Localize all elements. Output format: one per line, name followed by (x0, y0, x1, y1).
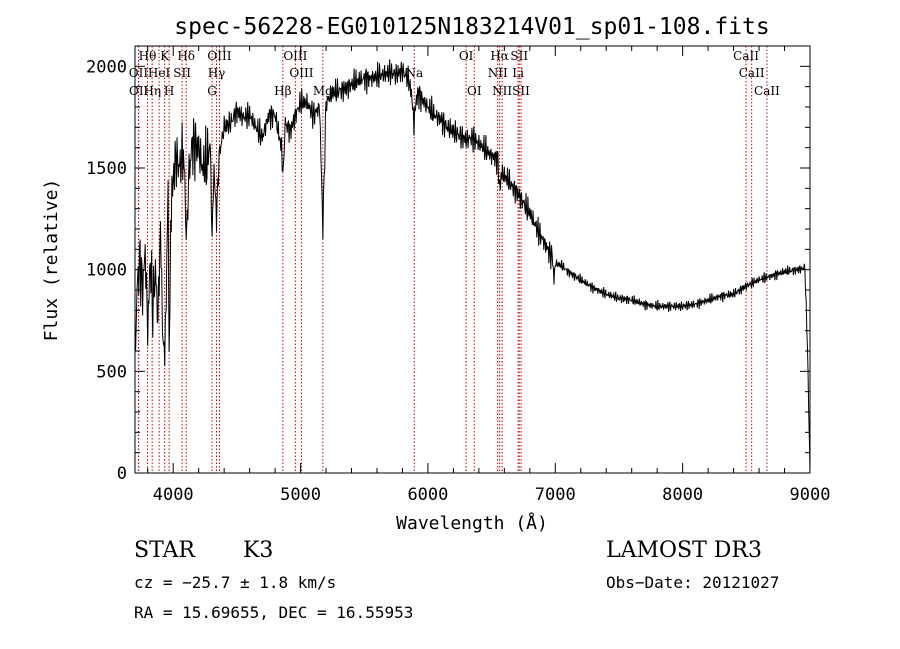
spectral-line-label-low-8: SII (512, 84, 530, 98)
spectral-line-label-top-2: Hδ (177, 49, 195, 63)
axis-ticks: 4000 5000 6000 7000 8000 9000 0 500 1000 1500 2000 (86, 46, 830, 505)
spectral-line-label-top-3: OIII (207, 49, 231, 63)
spectral-line-label-mid-3: Hγ (208, 66, 226, 80)
spectral-line-label-top-4: OIII (283, 49, 307, 63)
redshift-cz: cz = −25.7 ± 1.8 km/s (134, 573, 337, 592)
x-tick-label-3: 7000 (535, 485, 576, 505)
spectral-lines (137, 46, 768, 473)
x-tick-label-2: 6000 (407, 485, 448, 505)
spectral-line-label-low-4: Hβ (274, 84, 291, 98)
spectral-line-label-mid-1: HeI (148, 66, 171, 80)
x-axis-label: Wavelength (Å) (396, 512, 548, 534)
spectral-line-label-low-6: OI (467, 84, 482, 98)
spectral-line-label-top-8: CaII (733, 49, 759, 63)
y-tick-label-2: 1000 (86, 261, 127, 281)
spectral-line-label-top-5: OI (459, 49, 474, 63)
survey-name: LAMOST DR3 (606, 538, 762, 563)
x-tick-label-5: 9000 (790, 485, 831, 505)
spectral-line-label-top-6: Hα (490, 49, 509, 63)
spectral-line-label-mid-6: NII (488, 66, 508, 80)
spectral-line-label-low-2: H (164, 84, 174, 98)
y-tick-label-4: 2000 (86, 57, 127, 77)
x-tick-label-0: 4000 (153, 485, 194, 505)
spectral-line-label-top-7: SII (510, 49, 528, 63)
spectral-line-label-top-1: K (160, 49, 170, 63)
plot-frame (134, 45, 811, 474)
y-tick-label-1: 500 (96, 362, 127, 382)
spectral-line-label-low-1: Hη (143, 84, 161, 98)
spectral-line-label-low-3: G (207, 84, 217, 98)
y-tick-label-0: 0 (117, 464, 127, 484)
spectral-line-label-top-0: Hθ (139, 49, 157, 63)
spectral-line-label-low-0: OII (129, 84, 149, 98)
x-tick-label-4: 8000 (662, 485, 703, 505)
spectral-line-label-mid-7: Li (512, 66, 524, 80)
spectrum-line (134, 59, 811, 474)
spectral-line-label-mid-2: SII (173, 66, 191, 80)
ra-dec: RA = 15.69655, DEC = 16.55953 (134, 603, 414, 622)
y-tick-label-3: 1500 (86, 159, 127, 179)
spectral-line-label-low-9: CaII (754, 84, 780, 98)
observation-date: Obs−Date: 20121027 (606, 573, 780, 592)
spectral-line-label-mid-5: Na (405, 66, 423, 80)
object-subclass: K3 (243, 538, 274, 563)
spectral-line-label-mid-4: OIII (289, 66, 313, 80)
spectral-line-label-mid-0: OII (129, 66, 149, 80)
spectral-line-label-mid-8: CaII (739, 66, 765, 80)
chart-title: spec-56228-EG010125N183214V01_sp01-108.f… (174, 14, 769, 40)
spectral-line-label-low-7: NII (492, 84, 512, 98)
object-class: STAR (134, 538, 195, 563)
x-tick-label-1: 5000 (280, 485, 321, 505)
spectral-line-label-low-5: Mg (313, 84, 333, 98)
y-axis-label: Flux (relative) (41, 179, 62, 342)
